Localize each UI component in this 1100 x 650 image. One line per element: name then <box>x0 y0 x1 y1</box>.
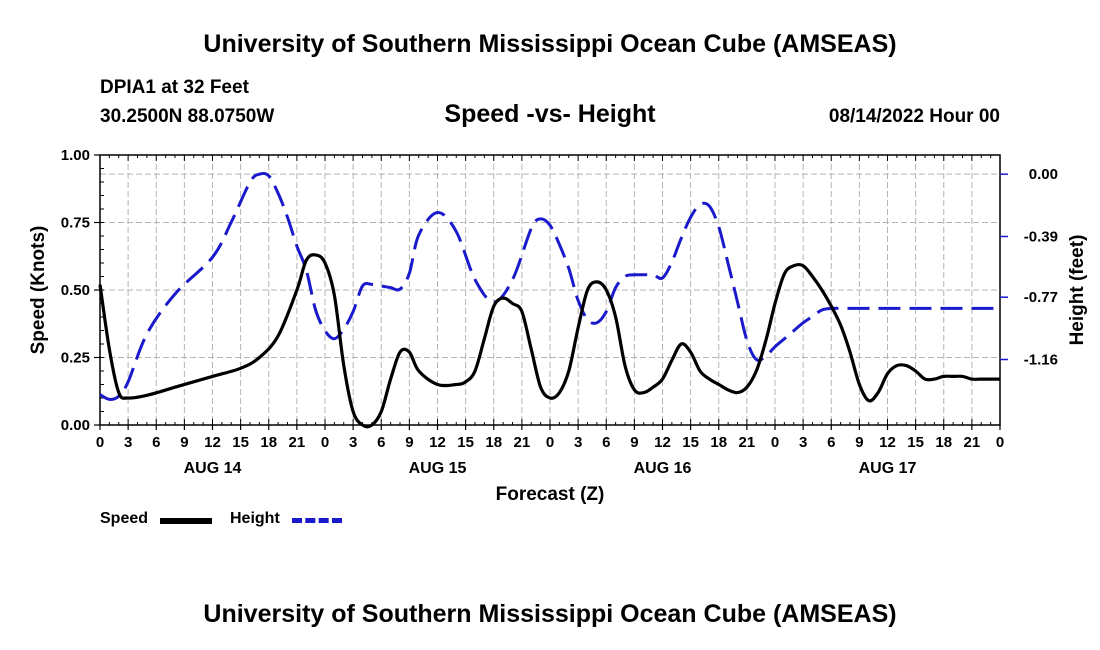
x-tick-label: 6 <box>152 434 160 451</box>
day-label: AUG 15 <box>409 460 467 477</box>
x-tick-label: 18 <box>260 434 277 451</box>
x-tick-label: 12 <box>204 434 221 451</box>
legend-speed-swatch <box>160 518 212 524</box>
x-tick-label: 3 <box>124 434 132 451</box>
x-tick-label: 15 <box>457 434 474 451</box>
x-tick-label: 18 <box>710 434 727 451</box>
chart-subtitle: Speed -vs- Height <box>444 100 656 128</box>
legend: Speed Height <box>100 510 360 532</box>
x-tick-label: 6 <box>377 434 385 451</box>
y2-axis-label: Height (feet) <box>1067 235 1088 346</box>
x-tick-label: 15 <box>907 434 924 451</box>
x-tick-label: 9 <box>630 434 638 451</box>
day-label: AUG 14 <box>184 460 242 477</box>
station-label: DPIA1 at 32 Feet <box>100 77 249 98</box>
y-tick-label: 0.25 <box>61 350 90 367</box>
forecast-datetime: 08/14/2022 Hour 00 <box>828 106 1000 127</box>
chart-title: University of Southern Mississippi Ocean… <box>203 30 897 58</box>
x-tick-label: 0 <box>771 434 779 451</box>
x-tick-label: 12 <box>429 434 446 451</box>
x-tick-label: 18 <box>935 434 952 451</box>
x-tick-label: 21 <box>514 434 531 451</box>
y2-tick-label: 0.00 <box>1029 166 1058 183</box>
y-tick-label: 0.75 <box>61 215 90 232</box>
y2-tick-label: -0.39 <box>1024 228 1058 245</box>
y2-tick-label: -1.16 <box>1024 351 1058 368</box>
x-tick-label: 0 <box>546 434 554 451</box>
x-tick-label: 15 <box>232 434 249 451</box>
y-axis-label: Speed (Knots) <box>28 226 49 355</box>
y-tick-label: 0.50 <box>61 282 90 299</box>
coordinates-label: 30.2500N 88.0750W <box>100 106 275 127</box>
x-tick-label: 9 <box>405 434 413 451</box>
y-tick-label: 1.00 <box>61 147 90 164</box>
x-tick-label: 6 <box>827 434 835 451</box>
legend-height-label: Height <box>230 510 280 527</box>
x-tick-label: 21 <box>964 434 981 451</box>
x-tick-label: 15 <box>682 434 699 451</box>
x-tick-label: 0 <box>96 434 104 451</box>
legend-height-swatch <box>292 518 342 523</box>
x-tick-label: 3 <box>799 434 807 451</box>
x-tick-label: 21 <box>739 434 756 451</box>
x-tick-label: 21 <box>289 434 306 451</box>
y2-tick-label: -0.77 <box>1024 289 1058 306</box>
y-tick-label: 0.00 <box>61 417 90 434</box>
x-tick-label: 9 <box>180 434 188 451</box>
day-label: AUG 17 <box>859 460 917 477</box>
x-tick-label: 18 <box>485 434 502 451</box>
speed-series-line <box>98 253 1000 429</box>
x-tick-label: 12 <box>879 434 896 451</box>
x-tick-label: 3 <box>574 434 582 451</box>
x-tick-label: 6 <box>602 434 610 451</box>
x-tick-label: 0 <box>996 434 1004 451</box>
footer-title: University of Southern Mississippi Ocean… <box>203 600 897 628</box>
legend-speed-label: Speed <box>100 510 149 527</box>
height-series-line <box>99 171 1000 401</box>
x-tick-label: 9 <box>855 434 863 451</box>
day-label: AUG 16 <box>634 460 692 477</box>
x-tick-label: 3 <box>349 434 357 451</box>
x-tick-label: 12 <box>654 434 671 451</box>
speed-height-chart: 0 3 6 9 12 15 18 21 0 3 6 9 12 15 18 21 0 3 6 9 12 15 18 21 0 3 6 9… <box>28 147 1088 505</box>
x-axis-label: Forecast (Z) <box>496 484 605 505</box>
x-tick-label: 0 <box>321 434 329 451</box>
